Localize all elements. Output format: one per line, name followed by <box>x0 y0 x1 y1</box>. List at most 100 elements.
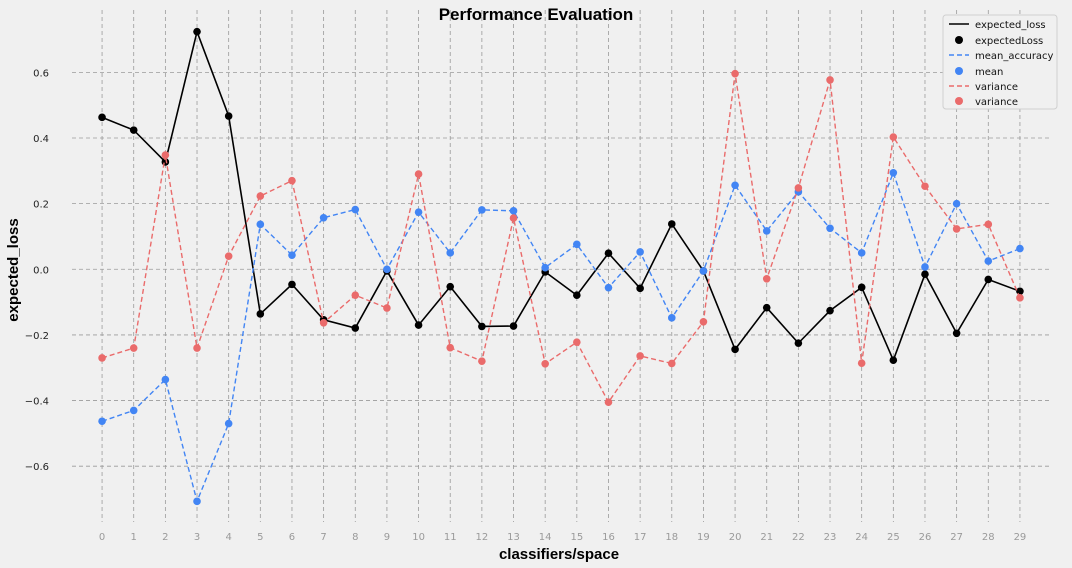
data-point-mean <box>193 497 201 506</box>
data-point-expectedloss <box>129 126 138 134</box>
x-tick-label: 24 <box>855 532 868 543</box>
y-axis-ticks: −0.6 −0.4 −0.2 0.0 0.2 0.4 0.6 <box>25 68 49 473</box>
data-point-expectedloss <box>984 275 993 284</box>
data-point-expectedloss <box>351 324 360 332</box>
y-tick-label: 0.0 <box>33 265 49 276</box>
x-tick-label: 28 <box>982 532 995 543</box>
data-point-variance <box>731 69 739 78</box>
legend-variance-marker: variance <box>975 97 1018 108</box>
data-point-variance <box>478 357 486 365</box>
data-point-variance <box>636 352 644 360</box>
data-point-mean <box>541 263 549 272</box>
data-point-mean <box>762 227 771 235</box>
x-tick-label: 13 <box>507 532 520 543</box>
data-point-variance <box>667 359 676 368</box>
legend-expectedloss: expectedLoss <box>975 36 1043 47</box>
data-point-variance <box>857 359 866 367</box>
data-point-expectedloss <box>1016 287 1024 296</box>
data-point-mean <box>699 267 708 275</box>
data-point-variance <box>224 252 233 260</box>
data-point-mean <box>604 283 613 292</box>
data-point-variance <box>383 304 391 312</box>
x-axis-label: classifiers/space <box>499 546 619 563</box>
x-tick-label: 9 <box>384 532 390 543</box>
x-tick-label: 10 <box>412 532 425 543</box>
x-tick-label: 17 <box>634 532 647 543</box>
data-point-mean <box>446 249 455 257</box>
data-point-mean <box>414 208 423 216</box>
data-point-mean <box>636 248 644 256</box>
x-tick-label: 23 <box>824 532 837 543</box>
data-point-expectedloss <box>667 220 676 228</box>
data-point-expectedloss <box>857 283 866 292</box>
data-point-expectedloss <box>288 280 296 289</box>
legend-mean-accuracy: mean_accuracy <box>975 51 1054 62</box>
data-point-expectedloss <box>921 270 929 279</box>
data-point-expectedloss <box>256 310 265 318</box>
x-tick-label: 2 <box>162 532 168 543</box>
x-axis-ticks: 0 1 2 3 4 5 6 7 8 9 10 11 12 13 14 15 16 17 18 19 20 21 22 23 24… <box>99 532 1026 543</box>
series-line-expected-loss <box>101 28 1021 363</box>
data-point-expectedloss <box>794 339 803 347</box>
data-point-variance <box>446 343 455 352</box>
x-tick-label: 18 <box>665 532 678 543</box>
data-point-mean <box>509 207 518 215</box>
legend-expectedloss-marker-icon <box>955 36 963 44</box>
data-point-variance <box>573 338 581 346</box>
data-point-expectedloss <box>636 284 644 293</box>
data-point-mean <box>984 257 993 265</box>
series-line-variance <box>101 73 1021 404</box>
y-tick-label: 0.6 <box>33 68 49 79</box>
data-point-variance <box>541 360 549 368</box>
legend-mean-marker-icon <box>955 67 963 75</box>
data-point-variance <box>762 275 771 283</box>
series-layer <box>98 27 1024 506</box>
data-point-mean <box>256 220 265 229</box>
legend-variance-line: variance <box>975 82 1018 93</box>
data-point-mean <box>921 263 929 271</box>
data-point-variance <box>98 354 106 362</box>
series-line-mean-accuracy <box>101 170 1021 504</box>
x-tick-label: 21 <box>760 532 773 543</box>
data-point-mean <box>224 419 233 428</box>
data-point-variance <box>351 291 360 300</box>
data-point-expectedloss <box>573 291 581 300</box>
data-point-expectedloss <box>604 249 613 257</box>
x-tick-label: 8 <box>352 532 358 543</box>
data-point-variance <box>604 398 613 407</box>
data-point-mean <box>952 199 961 208</box>
data-point-variance <box>129 344 138 352</box>
data-point-expectedloss <box>762 303 771 312</box>
data-point-mean <box>573 240 581 249</box>
x-tick-label: 0 <box>99 532 105 543</box>
data-point-variance <box>161 151 170 159</box>
x-tick-label: 12 <box>476 532 489 543</box>
x-tick-label: 26 <box>919 532 932 543</box>
legend-expected-loss: expected_loss <box>975 20 1046 31</box>
y-tick-label: 0.4 <box>33 134 49 145</box>
x-tick-label: 11 <box>444 532 457 543</box>
data-point-expectedloss <box>193 27 201 36</box>
x-tick-label: 15 <box>570 532 583 543</box>
data-point-variance <box>288 176 296 185</box>
x-tick-label: 27 <box>950 532 963 543</box>
data-point-mean <box>161 375 170 384</box>
data-point-variance <box>699 317 708 326</box>
data-point-mean <box>129 406 138 415</box>
y-tick-label: 0.2 <box>33 200 49 211</box>
data-point-variance <box>256 192 265 200</box>
data-point-expectedloss <box>509 322 518 330</box>
data-point-variance <box>509 214 518 222</box>
data-point-mean <box>478 206 486 214</box>
data-point-variance <box>193 344 201 352</box>
data-point-mean <box>383 265 391 274</box>
x-tick-label: 20 <box>729 532 742 543</box>
data-point-expectedloss <box>414 321 423 329</box>
x-tick-label: 3 <box>194 532 200 543</box>
y-tick-label: −0.2 <box>25 331 49 342</box>
x-tick-label: 25 <box>887 532 900 543</box>
y-axis-label: expected_loss <box>5 218 22 321</box>
x-tick-label: 16 <box>602 532 615 543</box>
grid <box>72 10 1050 522</box>
